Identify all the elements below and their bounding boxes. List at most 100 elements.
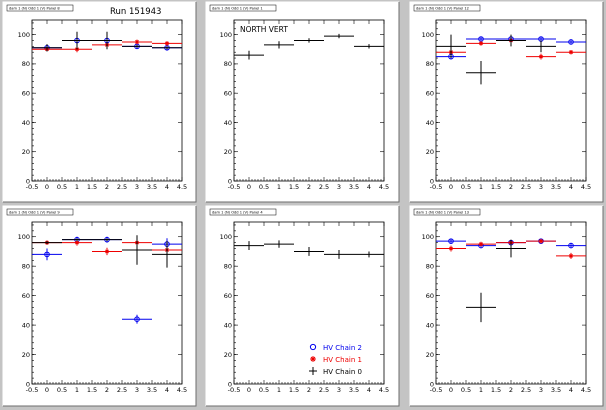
- series-hv-chain-0: [466, 239, 526, 323]
- data-point: [92, 247, 122, 256]
- x-tick-label: 1: [277, 386, 281, 394]
- data-point: [234, 241, 264, 250]
- x-tick-label: 4.5: [581, 183, 591, 191]
- marker-star: [74, 240, 80, 245]
- x-tick-label: 0.5: [57, 386, 67, 394]
- y-tick-label: 100: [422, 31, 434, 39]
- y-tick-label: 60: [22, 89, 30, 97]
- data-point: [92, 31, 122, 50]
- x-tick-label: 4: [367, 386, 371, 394]
- data-point: [556, 242, 586, 249]
- marker-star: [134, 39, 140, 45]
- x-tick-label: 4.5: [379, 183, 389, 191]
- x-tick-label: 1: [277, 183, 281, 191]
- x-tick-label: -0.5: [430, 386, 443, 394]
- x-tick-label: 1.5: [87, 183, 97, 191]
- data-point: [556, 252, 586, 259]
- x-tick-label: 1: [75, 183, 79, 191]
- pad-border-dark: [206, 206, 400, 407]
- marker-star: [448, 246, 454, 251]
- x-tick-label: 3.5: [551, 386, 561, 394]
- panel-annotation: NORTH VERT: [240, 25, 288, 34]
- x-tick-label: 0: [247, 386, 251, 394]
- x-tick-label: 0.5: [461, 386, 471, 394]
- y-tick-label: 60: [426, 292, 434, 300]
- x-tick-label: 3: [337, 183, 341, 191]
- data-point: [234, 50, 264, 60]
- x-tick-label: 0: [45, 183, 49, 191]
- x-tick-label: -0.5: [26, 183, 39, 191]
- x-tick-label: 0.5: [259, 386, 269, 394]
- marker-circle: [134, 316, 140, 323]
- x-tick-label: 0: [449, 183, 453, 191]
- marker-star: [478, 41, 484, 46]
- y-tick-label: 40: [22, 119, 30, 127]
- data-point: [32, 241, 62, 245]
- marker-circle: [568, 39, 574, 45]
- y-tick-label: 0: [430, 177, 434, 185]
- data-point: [496, 239, 526, 258]
- y-tick-label: 20: [426, 148, 434, 156]
- panel-title: dam 1 (N) Odd 1 (V) Panel 12: [416, 6, 469, 10]
- data-point: [466, 241, 496, 247]
- data-point: [436, 34, 466, 59]
- y-tick-label: 0: [228, 380, 232, 388]
- data-point: [324, 249, 354, 259]
- x-tick-label: 3: [337, 386, 341, 394]
- series-hv-chain-0: [32, 235, 182, 268]
- marker-circle: [448, 238, 454, 244]
- x-tick-label: 1.5: [491, 386, 501, 394]
- x-tick-label: -0.5: [228, 183, 241, 191]
- panel-title-box: [6, 4, 74, 12]
- y-tick-label: 60: [224, 89, 232, 97]
- data-point: [354, 251, 384, 258]
- data-point: [122, 314, 152, 324]
- pad-border-dark: [410, 2, 604, 203]
- data-point: [294, 38, 324, 43]
- series-hv-chain-0: [436, 34, 556, 85]
- data-point: [122, 39, 152, 45]
- data-point: [32, 44, 62, 52]
- y-tick-label: 100: [422, 233, 434, 241]
- y-tick-label: 20: [224, 148, 232, 156]
- data-point: [324, 33, 354, 39]
- data-point: [62, 238, 92, 242]
- x-tick-label: 3: [135, 386, 139, 394]
- data-point: [526, 40, 556, 53]
- panel-title: dam 1 (N) Odd 1 (V) Panel 13: [416, 210, 469, 214]
- y-tick-label: 40: [224, 119, 232, 127]
- y-tick-label: 100: [220, 233, 232, 241]
- pad-background: [3, 2, 196, 202]
- data-point: [122, 44, 152, 48]
- data-point: [466, 292, 496, 323]
- chart-panel-6: dam 1 (N) Odd 1 (V) Panel 13-0.5 0 0.5 1 1.5…: [409, 205, 604, 407]
- y-tick-label: 20: [224, 351, 232, 359]
- legend-marker-hv-chain-0: [309, 367, 317, 375]
- data-point: [556, 39, 586, 45]
- panel-title-box: [209, 208, 277, 216]
- legend-label-hv-chain-2: HV Chain 2: [323, 344, 362, 352]
- legend-marker-hv-chain-2: [309, 343, 317, 351]
- data-point: [436, 238, 466, 244]
- chart-panel-1: dam 1 (N) Odd 1 (V) Panel 8-0.5 0 0.5 1 1.5 2…: [2, 1, 197, 203]
- x-tick-label: 3: [135, 183, 139, 191]
- data-point: [62, 31, 92, 50]
- y-tick-label: 80: [426, 262, 434, 270]
- pad-border-light: [205, 205, 399, 406]
- pad-border-dark: [410, 206, 604, 407]
- y-tick-label: 0: [228, 177, 232, 185]
- x-tick-label: 1: [75, 386, 79, 394]
- pad-border-light: [2, 205, 196, 406]
- marker-circle: [44, 251, 50, 258]
- x-tick-label: 4.5: [177, 386, 187, 394]
- pad-border-light: [409, 205, 603, 406]
- series-hv-chain-0: [234, 240, 384, 259]
- x-tick-label: 4.5: [581, 386, 591, 394]
- y-tick-label: 20: [22, 351, 30, 359]
- data-point: [294, 247, 324, 256]
- x-tick-label: 0: [247, 183, 251, 191]
- data-point: [526, 53, 556, 60]
- marker-star: [478, 241, 484, 247]
- marker-star: [568, 50, 574, 55]
